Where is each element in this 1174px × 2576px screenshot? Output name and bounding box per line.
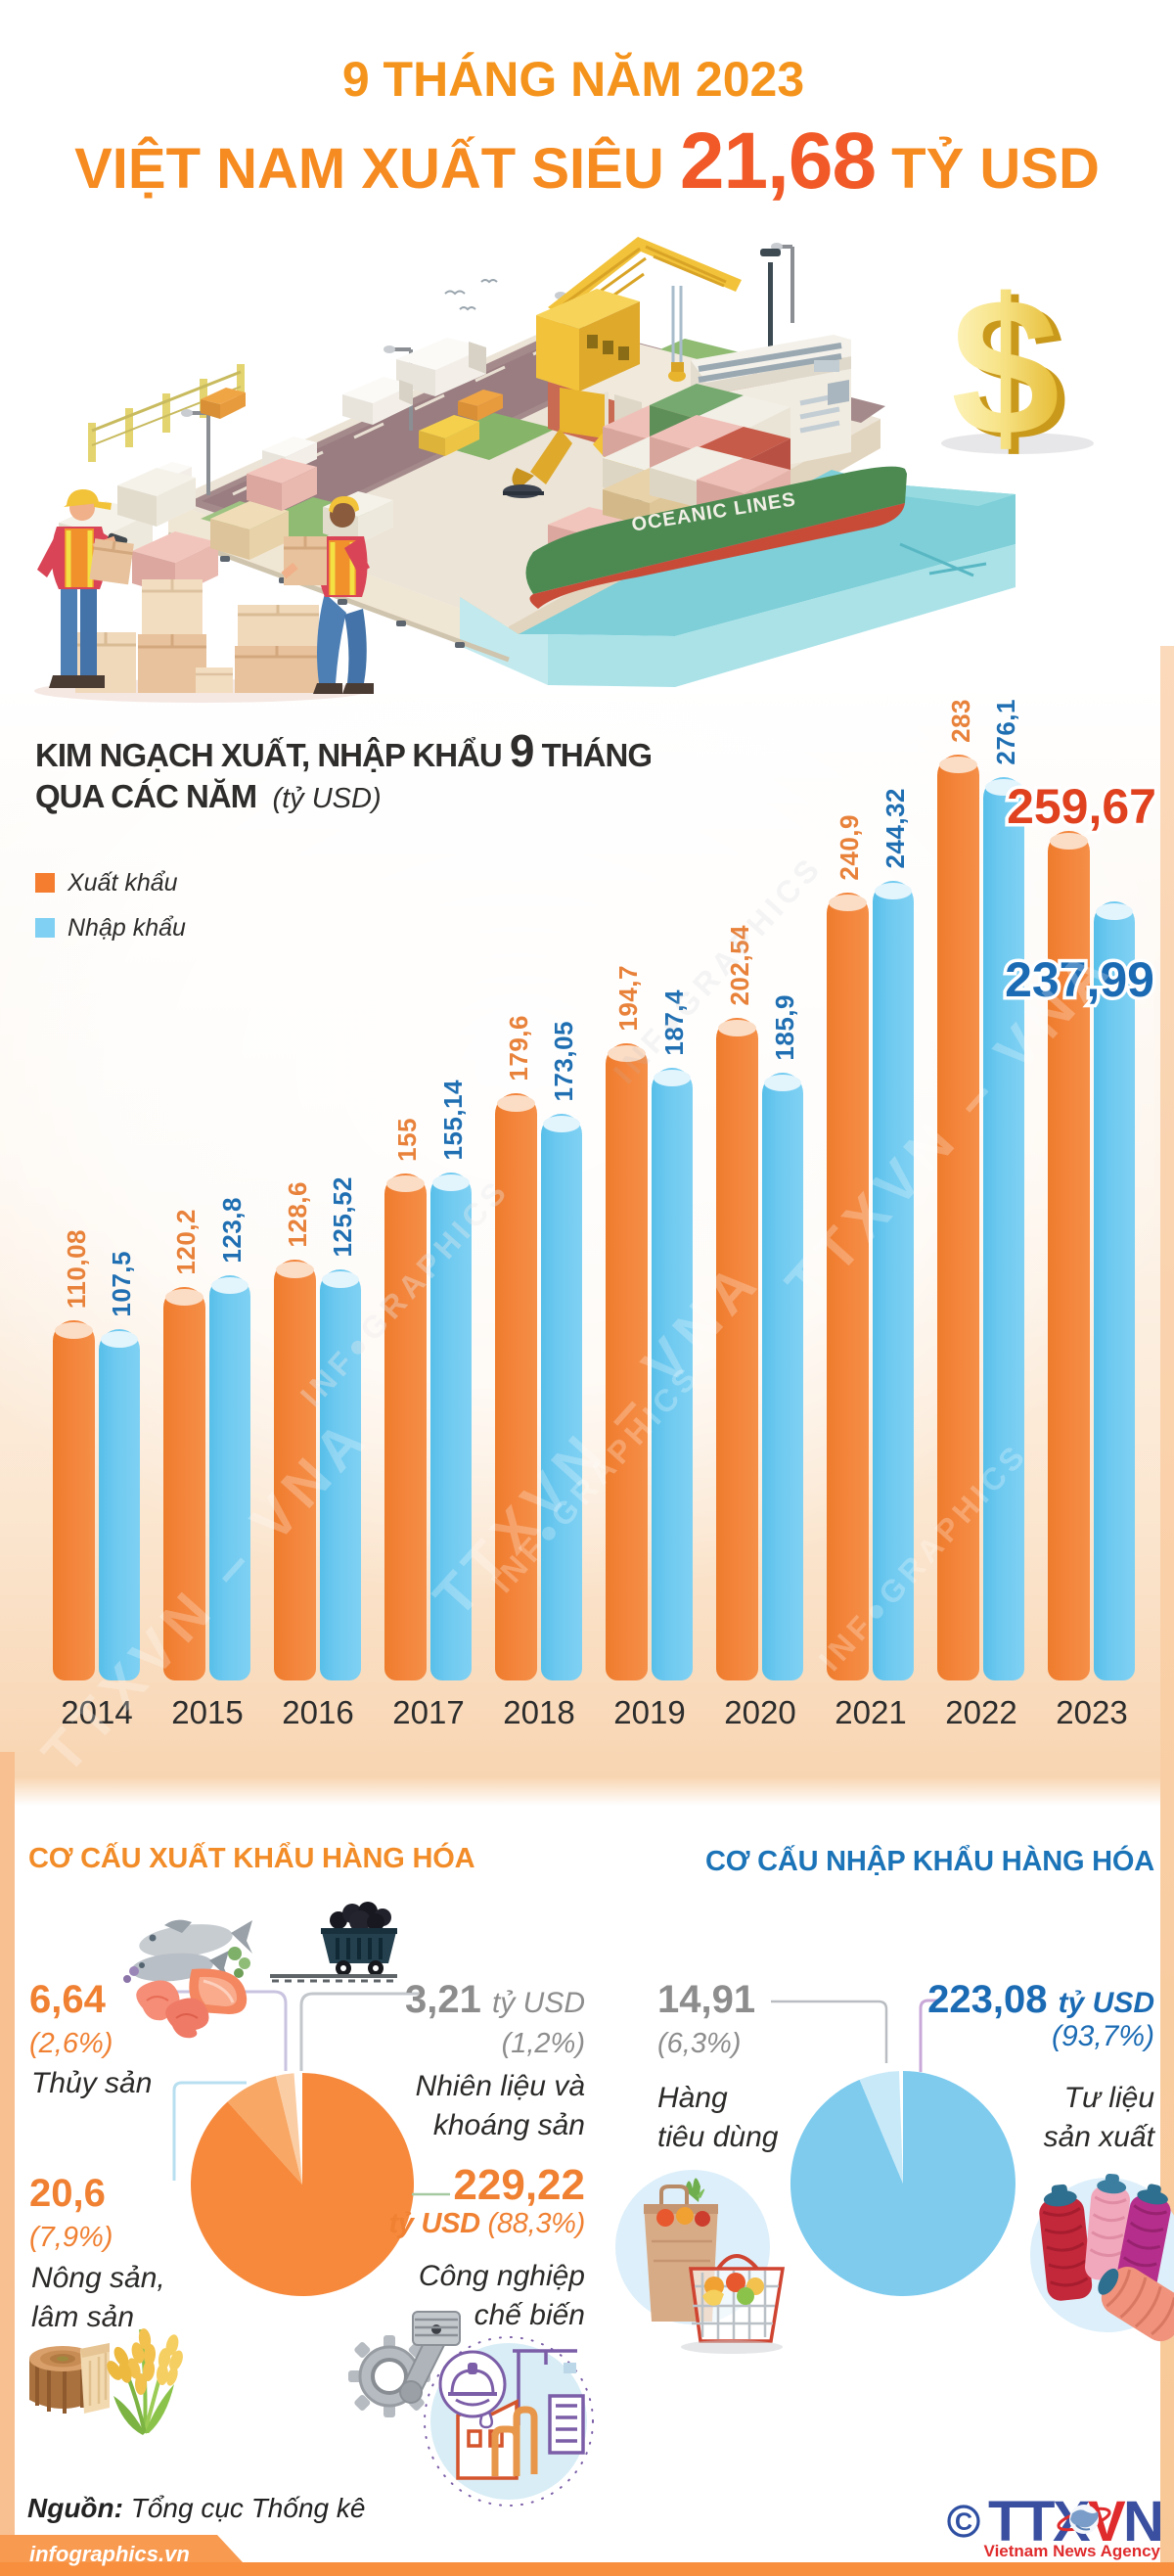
- svg-text:$: $: [959, 263, 1067, 482]
- svg-text:T: T: [1020, 2490, 1055, 2553]
- svg-text:C: C: [955, 2508, 972, 2536]
- svg-text:N: N: [1123, 2490, 1164, 2553]
- svg-text:$: $: [951, 258, 1060, 477]
- svg-text:T: T: [988, 2490, 1022, 2553]
- svg-text:Vietnam News Agency: Vietnam News Agency: [984, 2542, 1161, 2560]
